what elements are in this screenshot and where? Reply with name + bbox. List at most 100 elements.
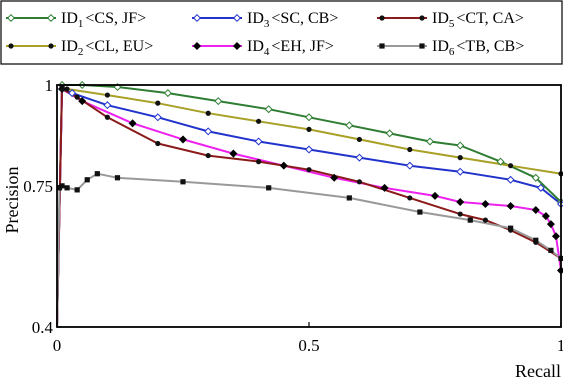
data-point-s4 [546, 220, 555, 229]
y-axis-label: Precision [2, 167, 22, 234]
legend-entry-s4: ID4 <EH, JF> [192, 38, 334, 58]
data-point-s4 [380, 183, 389, 192]
legend: ID1 <CS, JF> ID3 <SC, CB> ID5 <CT, CA> ID2 <CL,… [0, 0, 563, 65]
legend-entry-s3: ID3 <SC, CB> [192, 10, 338, 30]
data-point-s1 [163, 89, 172, 98]
data-point-s5 [256, 159, 262, 165]
data-point-s2 [205, 110, 211, 116]
data-point-s5 [356, 179, 362, 185]
data-point-s5 [205, 152, 211, 159]
data-point-s3 [536, 183, 545, 192]
data-point-s2 [356, 136, 362, 143]
data-point-s2 [508, 163, 514, 169]
x-tick-label: 1 [557, 336, 563, 355]
legend-label-s2: ID2 <CL, EU> [61, 38, 153, 58]
data-point-s5 [407, 195, 413, 201]
y-tick-label: 0.4 [32, 318, 54, 337]
legend-marker-s4 [192, 41, 202, 51]
plot-area [56, 80, 563, 328]
data-point-s2 [306, 126, 312, 132]
data-point-s4 [330, 173, 339, 182]
data-point-s3 [103, 101, 112, 110]
legend-label-s3: ID3 <SC, CB> [247, 10, 338, 30]
legend-label-s1: ID1 <CS, JF> [61, 10, 146, 30]
data-point-s5 [104, 114, 110, 120]
legend-marker-s1 [46, 13, 56, 23]
data-point-s5 [59, 86, 65, 92]
data-point-s4 [229, 149, 238, 158]
data-point-s1 [304, 113, 314, 122]
data-point-s5 [155, 140, 161, 147]
legend-frame [0, 0, 563, 65]
data-point-s6 [533, 237, 539, 243]
data-point-s4 [506, 201, 515, 211]
series-line-s6 [56, 172, 562, 328]
x-tick-label: 0 [53, 336, 62, 355]
data-point-s6 [114, 175, 121, 181]
data-point-s3 [153, 113, 162, 122]
data-point-s6 [180, 179, 186, 185]
legend-entry-s1: ID1 <CS, JF> [6, 10, 146, 30]
data-point-s3 [254, 137, 263, 146]
legend-marker-s3 [192, 13, 202, 23]
data-point-s2 [407, 146, 413, 153]
data-point-s1 [456, 141, 465, 150]
data-point-s4 [430, 191, 440, 200]
data-point-s5 [457, 211, 463, 217]
data-point-s4 [531, 206, 540, 215]
legend-marker-s6 [419, 43, 425, 49]
data-point-s5 [74, 94, 80, 100]
data-point-s4 [279, 161, 288, 170]
data-point-s5 [482, 217, 488, 223]
data-point-s6 [467, 217, 473, 223]
data-point-s4 [551, 232, 560, 241]
legend-marker-s4 [232, 41, 242, 51]
data-point-s3 [204, 127, 213, 136]
legend-label-s4: ID4 <EH, JF> [247, 38, 334, 58]
data-point-s1 [425, 137, 434, 146]
data-point-s1 [345, 121, 354, 130]
data-point-s6 [59, 183, 65, 189]
data-point-s4 [541, 212, 550, 221]
data-point-s6 [94, 171, 100, 177]
data-point-s3 [506, 175, 515, 184]
data-point-s4 [128, 119, 137, 128]
data-point-s3 [68, 89, 77, 98]
x-tick-label: 0.5 [298, 336, 319, 355]
data-point-s6 [346, 195, 352, 201]
legend-marker-s2 [8, 43, 14, 49]
data-point-s4 [78, 97, 87, 106]
axis-ticks: 0 0.5 1 0.4 0.75 1 [23, 76, 563, 355]
data-point-s1 [531, 173, 540, 182]
y-tick-label: 0.75 [23, 177, 53, 196]
data-point-s4 [481, 199, 490, 208]
data-point-s6 [508, 225, 514, 231]
legend-marker-s6 [379, 43, 385, 49]
x-axis-label: Recall [515, 361, 561, 381]
data-point-s3 [304, 145, 314, 154]
legend-marker-s2 [48, 43, 54, 49]
data-point-s1 [496, 157, 505, 166]
data-point-s4 [456, 197, 465, 206]
data-point-s6 [266, 185, 272, 191]
legend-marker-s5 [379, 15, 385, 21]
data-point-s2 [155, 100, 161, 106]
data-point-s1 [264, 105, 273, 114]
data-point-s1 [214, 97, 223, 106]
data-point-s1 [385, 129, 394, 138]
legend-label-s5: ID5 <CT, CA> [432, 10, 524, 30]
marker-layer [56, 80, 563, 275]
data-point-s2 [64, 86, 70, 92]
y-tick-label: 1 [45, 76, 54, 95]
data-point-s6 [417, 209, 423, 215]
legend-label-s6: ID6 <TB, CB> [432, 38, 524, 58]
data-point-s2 [256, 118, 262, 124]
data-point-s3 [456, 167, 465, 176]
legend-entry-s5: ID5 <CT, CA> [377, 10, 524, 30]
legend-marker-s5 [419, 15, 425, 21]
data-point-s5 [306, 167, 312, 173]
data-point-s6 [84, 177, 90, 183]
data-point-s6 [64, 185, 70, 191]
data-point-s6 [548, 247, 554, 253]
